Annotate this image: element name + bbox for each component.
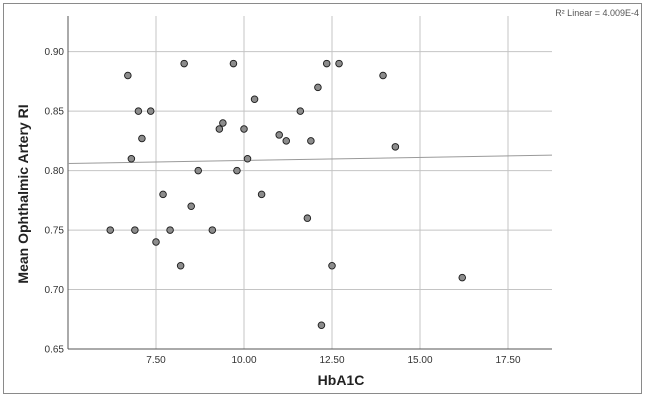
data-point [127, 154, 136, 163]
data-point [146, 107, 155, 115]
data-point [166, 226, 174, 234]
data-point [296, 107, 305, 115]
data-point [243, 154, 252, 163]
data-point [131, 226, 139, 234]
data-point [194, 166, 202, 175]
fit-line [67, 154, 553, 164]
data-point [275, 131, 283, 139]
x-tick-label: 17.50 [495, 355, 520, 366]
data-point [317, 321, 326, 329]
data-point [257, 190, 266, 199]
data-point [159, 190, 167, 199]
data-point [240, 125, 248, 133]
data-point [250, 95, 259, 103]
y-tick-label: 0.85 [45, 107, 65, 118]
y-tick-label: 0.90 [45, 47, 65, 58]
y-tick-label: 0.70 [45, 285, 65, 296]
x-tick-label: 15.00 [407, 355, 432, 366]
grid [68, 16, 552, 349]
data-point [282, 137, 290, 145]
data-points [106, 59, 466, 329]
x-tick-labels: 7.50 10.00 12.50 15.00 17.50 [146, 355, 521, 366]
data-point [138, 134, 146, 143]
x-tick-label: 7.50 [146, 355, 166, 366]
x-tick-label: 12.50 [319, 355, 344, 366]
data-point [328, 262, 336, 270]
data-point [458, 273, 466, 282]
y-tick-label: 0.80 [45, 166, 65, 177]
y-tick-labels: 0.65 0.70 0.75 0.80 0.85 0.90 [45, 47, 65, 355]
data-point [215, 125, 224, 133]
data-point [219, 119, 227, 127]
data-point [152, 238, 160, 246]
data-point [303, 214, 312, 222]
y-tick-label: 0.65 [45, 345, 65, 356]
data-point [391, 143, 400, 151]
data-point [124, 71, 132, 80]
data-point [208, 226, 217, 234]
data-point [180, 59, 188, 68]
data-point [176, 262, 185, 270]
chart-frame: 7.50 10.00 12.50 15.00 17.50 0.65 0.70 0.75 0.8… [3, 3, 642, 394]
data-point [187, 202, 195, 211]
data-point [229, 59, 238, 68]
r-squared-annotation: R² Linear = 4.009E-4 [555, 8, 639, 18]
x-axis-title: HbA1C [318, 372, 365, 388]
x-tick-label: 10.00 [231, 355, 256, 366]
data-point [314, 83, 322, 92]
data-point [322, 59, 331, 68]
scatter-chart: 7.50 10.00 12.50 15.00 17.50 0.65 0.70 0.75 0.8… [15, 8, 639, 388]
data-point [233, 166, 241, 175]
data-point [379, 71, 387, 80]
data-point [106, 226, 114, 234]
y-axis-title: Mean Ophthalmic Artery RI [15, 104, 31, 283]
data-point [134, 107, 143, 115]
data-point [307, 137, 315, 145]
data-point [335, 59, 343, 68]
y-tick-label: 0.75 [45, 226, 65, 237]
